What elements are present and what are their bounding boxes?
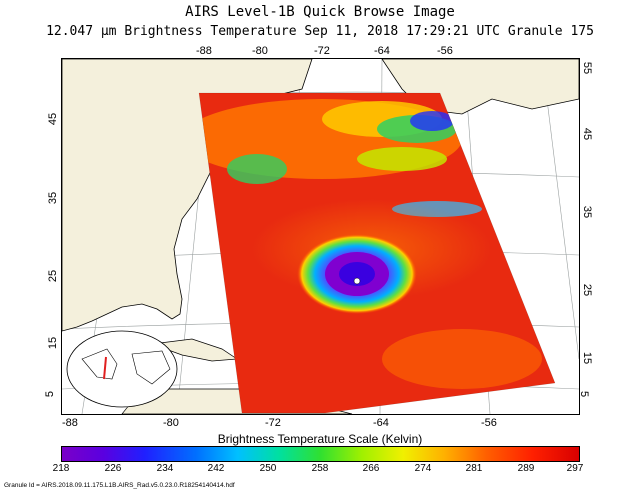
top-lon-tick: -80 [252,45,268,57]
image-title: AIRS Level-1B Quick Browse Image [185,4,455,20]
granule-id: Granule Id = AIRS.2018.09.11.175.L1B.AIR… [4,482,235,489]
colorbar-tick: 297 [566,463,584,474]
top-lon-tick: -64 [374,45,390,57]
bottom-lon-tick: -64 [373,417,389,429]
right-lat-tick: 55 [581,61,594,75]
top-lon-tick: -72 [314,45,330,57]
bottom-lon-tick: -88 [62,417,78,429]
colorbar-tick: 266 [362,463,380,474]
map-canvas [62,59,579,414]
left-lat-tick: 25 [47,269,60,283]
right-lat-tick: 15 [581,351,594,365]
left-lat-tick: 45 [47,112,60,126]
bottom-lon-tick: -56 [481,417,497,429]
right-lat-tick: 25 [581,283,594,297]
left-lat-tick: 15 [47,336,60,350]
left-lat-tick: 5 [44,390,57,398]
colorbar-tick: 218 [52,463,70,474]
inset-globe [66,330,178,408]
colorbar-title: Brightness Temperature Scale (Kelvin) [217,432,423,446]
top-lon-tick: -88 [196,45,212,57]
colorbar [61,446,580,462]
right-lat-tick: 35 [581,205,594,219]
colorbar-tick: 250 [259,463,277,474]
top-lon-tick: -56 [437,45,453,57]
bottom-lon-tick: -72 [265,417,281,429]
colorbar-tick: 226 [104,463,122,474]
colorbar-tick: 234 [156,463,174,474]
colorbar-tick: 242 [207,463,225,474]
colorbar-tick: 281 [465,463,483,474]
colorbar-tick: 274 [414,463,432,474]
colorbar-tick: 289 [517,463,535,474]
colorbar-tick: 258 [311,463,329,474]
left-lat-tick: 35 [47,191,60,205]
bottom-lon-tick: -80 [163,417,179,429]
map-panel [61,58,580,415]
image-subtitle: 12.047 µm Brightness Temperature Sep 11,… [46,24,594,39]
right-lat-tick: 45 [581,127,594,141]
